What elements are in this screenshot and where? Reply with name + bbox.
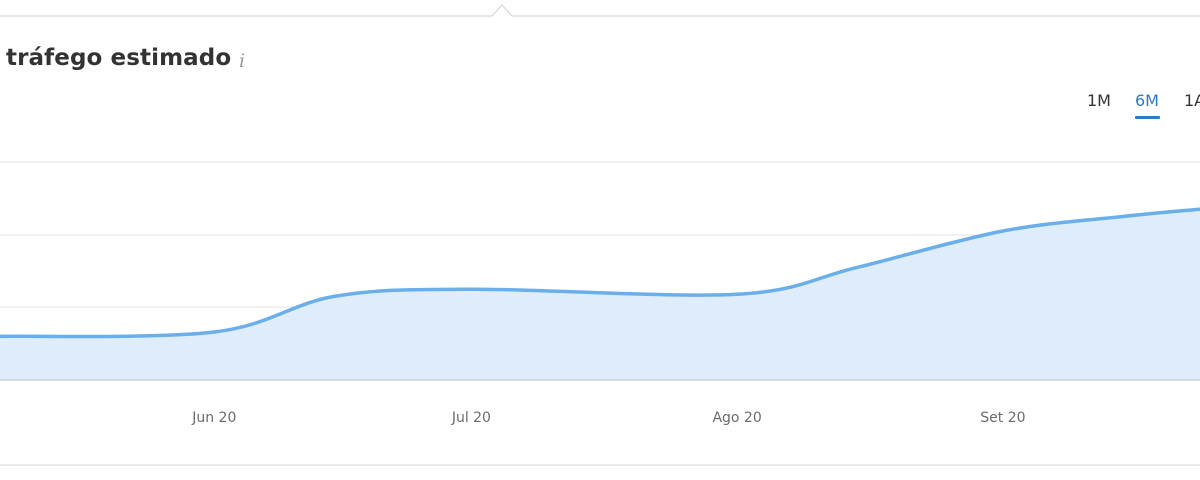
info-icon[interactable]: i: [239, 50, 246, 72]
x-tick-label: Set 20: [980, 410, 1025, 426]
x-tick-label: Jul 20: [451, 410, 491, 426]
traffic-area: [0, 209, 1200, 380]
widget-title: tráfego estimado: [6, 45, 232, 71]
active-period-indicator: [1135, 116, 1160, 119]
x-tick-label: Ago 20: [712, 410, 761, 426]
traffic-line: [0, 207, 1200, 339]
callout-pointer: [0, 4, 1200, 17]
x-axis-ticks: Jun 20 Jul 20 Ago 20 Set 20: [191, 410, 1025, 426]
period-1a-button[interactable]: 1A: [1184, 91, 1200, 110]
period-6m-button[interactable]: 6M: [1135, 91, 1159, 110]
period-1m-button[interactable]: 1M: [1087, 91, 1111, 110]
x-tick-label: Jun 20: [191, 410, 236, 426]
